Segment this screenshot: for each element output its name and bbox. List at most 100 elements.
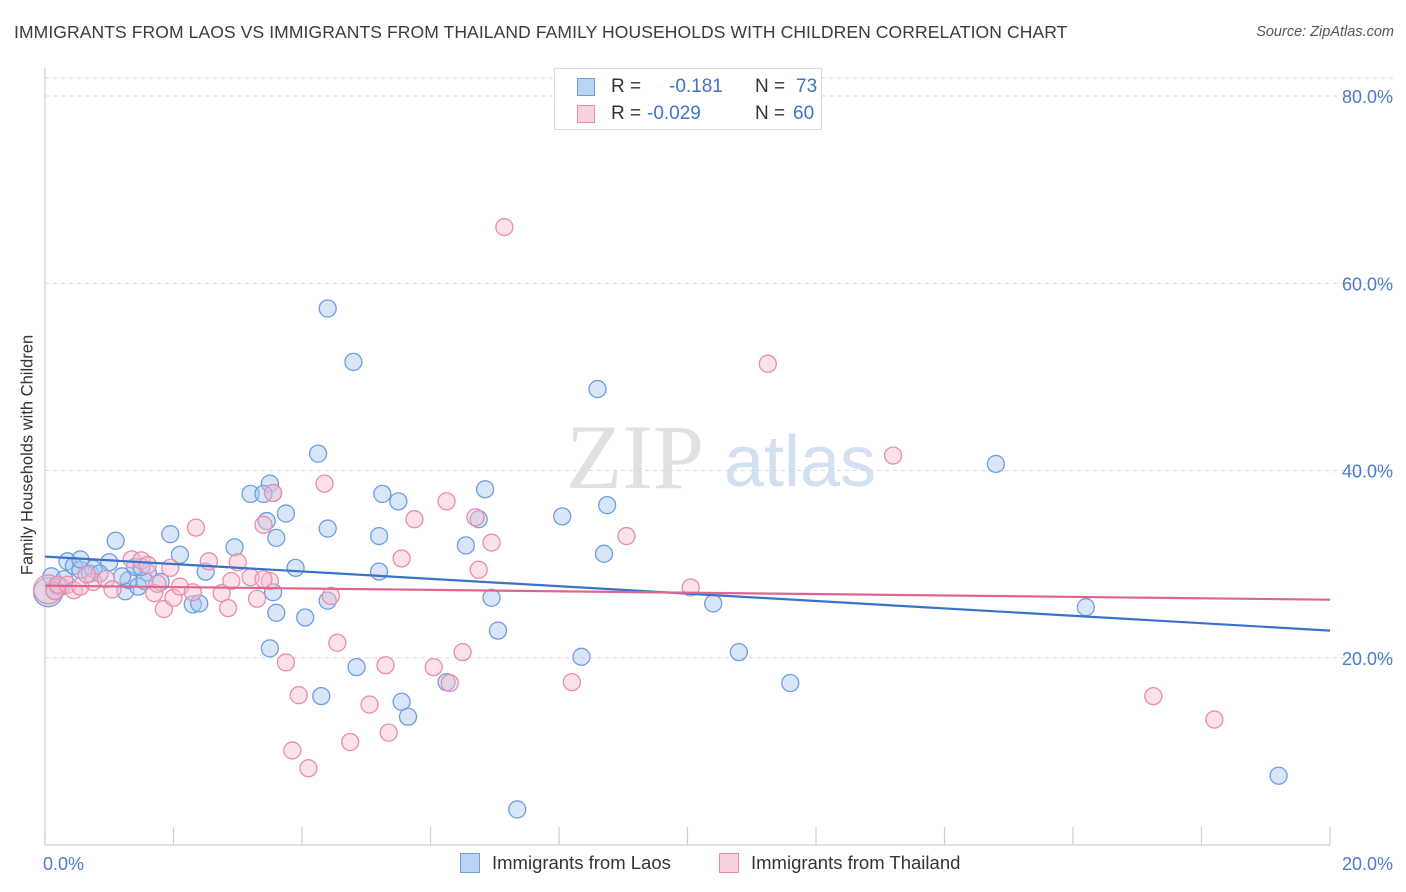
trend-line-thailand — [44, 584, 1331, 601]
laos-point — [276, 504, 296, 523]
laos-point — [488, 621, 508, 640]
series-laos-points — [33, 299, 1288, 819]
laos-point — [986, 454, 1006, 474]
thailand-point — [222, 571, 241, 591]
laos-point — [347, 657, 366, 677]
y-tick-label: 40.0% — [1342, 462, 1393, 482]
laos-point — [398, 707, 418, 726]
legend-swatch-thailand — [577, 105, 595, 123]
legend-swatch-laos — [577, 78, 595, 96]
thailand-point — [341, 732, 360, 752]
thailand-point — [315, 474, 334, 493]
watermark: ZIP atlas — [566, 406, 876, 508]
series-thailand-points — [33, 217, 1224, 778]
legend-n-label: N = — [755, 76, 786, 97]
laos-point — [729, 642, 749, 662]
thailand-point — [186, 518, 206, 537]
laos-point — [267, 603, 286, 622]
thailand-point — [437, 492, 456, 511]
legend-r-value: -0.029 — [647, 103, 701, 124]
watermark-atlas: atlas — [724, 422, 876, 502]
legend-r-value: -0.181 — [669, 76, 723, 97]
bottom-legend-swatch-thailand — [719, 853, 739, 873]
laos-point — [267, 528, 286, 548]
bottom-legend-label-laos: Immigrants from Laos — [492, 852, 671, 873]
laos-point — [308, 444, 328, 463]
thailand-point — [466, 508, 485, 527]
laos-point — [369, 562, 389, 581]
x-tick-label: 0.0% — [43, 854, 84, 874]
thailand-point — [247, 589, 267, 608]
thailand-point — [263, 483, 283, 503]
stats-legend: R = -0.181 N = 73 R = -0.029 N = 60 — [554, 68, 822, 130]
bottom-legend-label-thailand: Immigrants from Thailand — [751, 852, 961, 873]
laos-point — [254, 484, 273, 504]
laos-point — [170, 545, 190, 564]
watermark-zip: ZIP — [566, 406, 704, 508]
thailand-point — [424, 657, 443, 677]
laos-point — [286, 558, 305, 578]
laos-point — [1076, 598, 1095, 617]
thailand-point — [360, 695, 379, 714]
thailand-point — [77, 565, 96, 584]
thailand-point — [276, 653, 296, 672]
laos-point — [344, 352, 363, 372]
laos-point — [296, 608, 315, 627]
laos-point — [588, 379, 607, 399]
axis-layer — [44, 68, 1331, 846]
legend-r-label: R = — [611, 103, 642, 124]
thailand-point — [96, 569, 116, 589]
thailand-point — [495, 217, 514, 237]
chart-title: IMMIGRANTS FROM LAOS VS IMMIGRANTS FROM … — [14, 22, 1068, 42]
laos-point — [190, 594, 209, 613]
thailand-point — [321, 586, 341, 606]
thailand-point — [469, 560, 488, 579]
laos-point — [598, 495, 617, 515]
y-tick-label: 80.0% — [1342, 87, 1393, 107]
legend-n-label: N = — [755, 103, 786, 124]
laos-point — [781, 673, 800, 693]
source-label: Source: ZipAtlas.com — [1256, 24, 1394, 40]
thailand-point — [482, 533, 501, 552]
laos-point — [456, 536, 475, 555]
thailand-point — [883, 446, 903, 465]
laos-point — [318, 519, 337, 538]
thailand-point — [283, 741, 302, 760]
thailand-point — [218, 598, 238, 618]
laos-point — [225, 538, 244, 557]
laos-point — [369, 526, 389, 546]
thailand-point — [562, 672, 581, 692]
thailand-point — [254, 515, 273, 534]
laos-point — [704, 594, 723, 613]
thailand-point — [379, 723, 398, 742]
laos-point — [260, 639, 280, 658]
y-tick-label: 20.0% — [1342, 649, 1393, 669]
thailand-point — [376, 656, 395, 675]
thailand-point — [103, 580, 122, 599]
tick-labels: 20.0% 40.0% 60.0% 80.0% 0.0% 20.0% — [43, 87, 1393, 874]
laos-point — [312, 686, 331, 706]
x-tick-label: 20.0% — [1342, 854, 1393, 874]
laos-point — [106, 531, 125, 550]
thailand-point — [164, 588, 183, 607]
thailand-point — [1205, 710, 1224, 729]
laos-point — [196, 562, 215, 581]
thailand-point — [453, 642, 472, 662]
thailand-point — [254, 569, 273, 589]
laos-point — [572, 647, 591, 666]
laos-point — [389, 492, 408, 511]
laos-point — [161, 525, 180, 544]
thailand-point — [758, 354, 777, 373]
thailand-point — [260, 571, 280, 591]
laos-point — [553, 507, 572, 526]
laos-point — [475, 480, 495, 499]
laos-point — [318, 299, 337, 318]
legend-n-value: 73 — [796, 76, 818, 97]
thailand-point — [122, 550, 141, 569]
thailand-point — [148, 574, 167, 593]
thailand-point — [617, 526, 636, 546]
laos-point — [482, 588, 501, 607]
laos-point — [1269, 766, 1288, 785]
thailand-point — [299, 759, 318, 778]
